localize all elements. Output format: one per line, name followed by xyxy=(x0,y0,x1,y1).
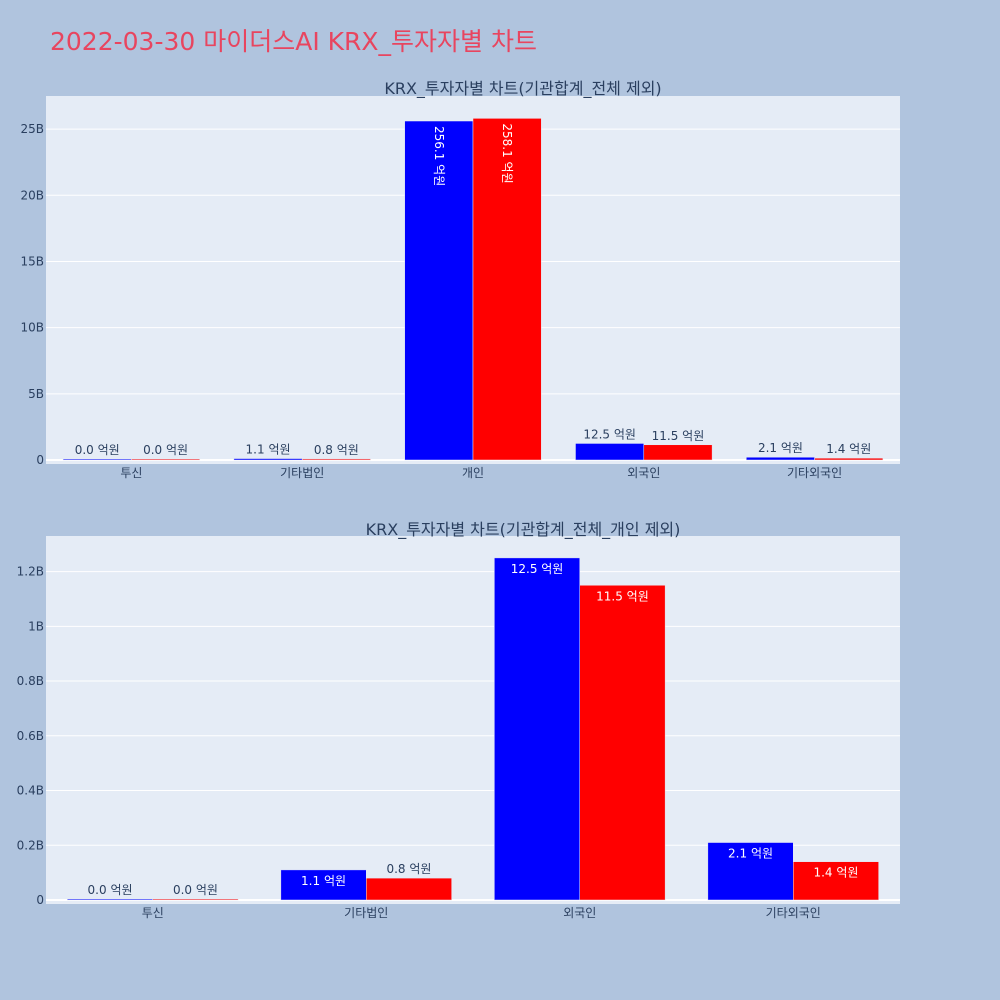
y-tick-label: 0.4B xyxy=(17,784,44,798)
bar xyxy=(707,842,794,901)
bar xyxy=(494,557,581,901)
y-tick-label: 25B xyxy=(20,122,44,136)
y-tick-label: 1B xyxy=(28,619,44,633)
y-tick-label: 0 xyxy=(36,893,44,907)
chart-title: KRX_투자자별 차트(기관합계_전체_개인 제외) xyxy=(366,520,681,540)
bar xyxy=(472,118,542,461)
data-label: 258.1 억원 xyxy=(500,123,514,183)
data-label: 11.5 억원 xyxy=(596,589,649,603)
y-tick-label: 1.2B xyxy=(17,565,44,579)
x-tick-label: 외국인 xyxy=(563,906,596,920)
chart-1: 0 5B 10B 15B 20B 25B KRX_투자자별 차트(기관합계_전체 제외) 투신… xyxy=(20,79,900,480)
bar xyxy=(366,877,452,901)
data-label: 0.0 억원 xyxy=(173,883,218,897)
bar xyxy=(643,444,713,461)
y-tick-label: 10B xyxy=(20,321,44,335)
x-tick-label: 기타외국인 xyxy=(787,466,842,480)
chart-2: 0 0.2B 0.4B 0.6B 0.8B 1B 1.2B KRX_투자자별 차트(기관합계_… xyxy=(17,520,900,920)
data-label: 2.1 억원 xyxy=(758,441,803,455)
x-tick-label: 개인 xyxy=(462,466,484,480)
page-title: 2022-03-30 마이더스AI KRX_투자자별 차트 xyxy=(50,27,537,56)
x-tick-label: 기타외국인 xyxy=(766,906,821,920)
data-label: 1.4 억원 xyxy=(826,442,871,456)
data-label: 0.0 억원 xyxy=(75,443,120,457)
data-label: 11.5 억원 xyxy=(652,429,705,443)
chart-title: KRX_투자자별 차트(기관합계_전체 제외) xyxy=(384,79,661,99)
bar xyxy=(579,585,666,901)
y-tick-label: 15B xyxy=(20,254,44,268)
bar xyxy=(233,458,303,461)
data-label: 12.5 억원 xyxy=(583,427,636,441)
bar xyxy=(746,456,815,461)
y-tick-label: 0.8B xyxy=(17,674,44,688)
data-label: 0.8 억원 xyxy=(386,862,431,876)
bar xyxy=(152,898,239,901)
x-tick-label: 투신 xyxy=(142,906,164,920)
bar xyxy=(62,458,132,461)
bar xyxy=(575,443,645,461)
data-label: 256.1 억원 xyxy=(432,126,446,186)
bar xyxy=(404,120,474,461)
bar xyxy=(280,869,367,901)
bar xyxy=(131,458,200,461)
data-label: 1.4 억원 xyxy=(813,866,858,880)
data-label: 1.1 억원 xyxy=(246,443,291,457)
data-label: 12.5 억원 xyxy=(511,562,564,576)
data-label: 0.8 억원 xyxy=(314,443,359,457)
x-tick-label: 기타법인 xyxy=(280,466,324,480)
y-tick-label: 5B xyxy=(28,387,44,401)
bar xyxy=(814,457,884,461)
data-label: 1.1 억원 xyxy=(301,874,346,888)
y-tick-label: 20B xyxy=(20,188,44,202)
y-tick-label: 0 xyxy=(36,453,44,467)
data-label: 0.0 억원 xyxy=(143,443,188,457)
x-tick-label: 투신 xyxy=(120,466,142,480)
y-tick-label: 0.2B xyxy=(17,838,44,852)
bar xyxy=(67,898,153,901)
bar xyxy=(793,861,879,901)
data-label: 0.0 억원 xyxy=(88,883,133,897)
y-tick-label: 0.6B xyxy=(17,729,44,743)
bar xyxy=(301,458,371,461)
data-label: 2.1 억원 xyxy=(728,847,773,861)
x-tick-label: 기타법인 xyxy=(344,906,388,920)
x-tick-label: 외국인 xyxy=(627,466,660,480)
